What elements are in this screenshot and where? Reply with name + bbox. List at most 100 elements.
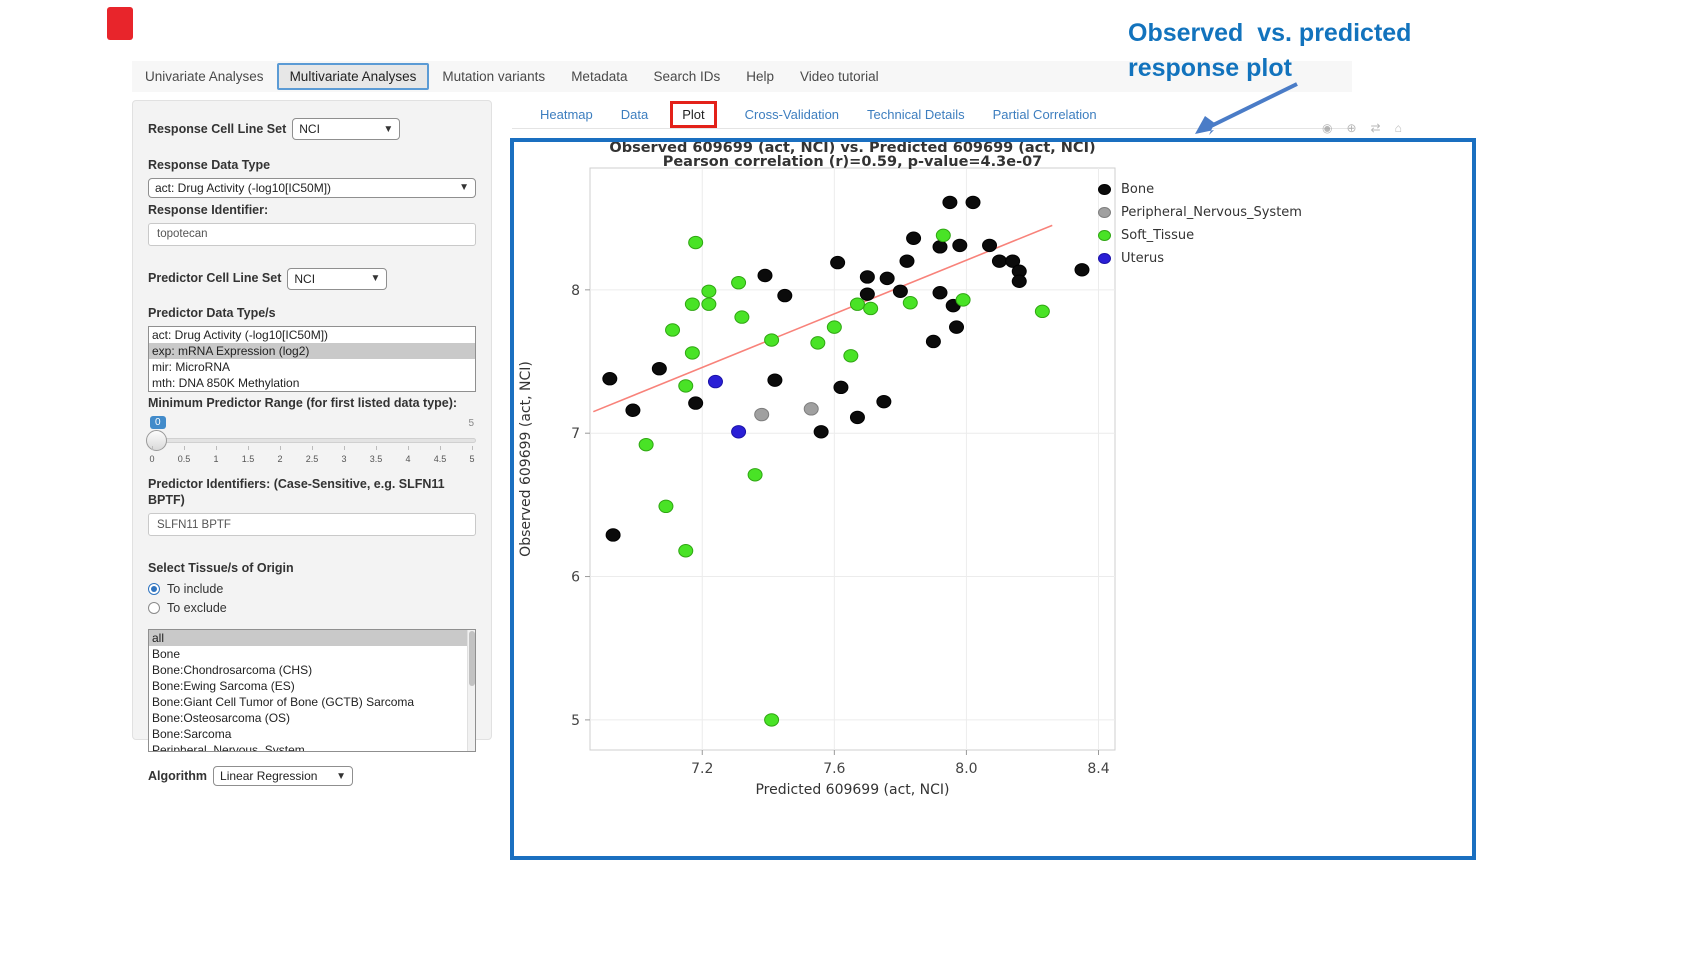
algorithm-select[interactable]: Linear Regression ▼ bbox=[213, 766, 354, 787]
tab-partial-correlation[interactable]: Partial Correlation bbox=[992, 106, 1097, 122]
predictor-identifiers-input[interactable] bbox=[148, 513, 476, 537]
data-point-Soft_Tissue[interactable] bbox=[764, 713, 780, 727]
data-point-Bone[interactable] bbox=[982, 238, 998, 253]
data-point-Peripheral_Nervous_System[interactable] bbox=[803, 402, 819, 416]
data-point-Bone[interactable] bbox=[949, 320, 965, 334]
data-point-Bone[interactable] bbox=[1074, 263, 1090, 277]
list-item[interactable]: Bone:Osteosarcoma (OS) bbox=[152, 711, 291, 726]
data-point-Bone[interactable] bbox=[892, 284, 908, 298]
list-item[interactable]: Peripheral_Nervous_System bbox=[152, 743, 305, 753]
data-point-Soft_Tissue[interactable] bbox=[684, 346, 700, 360]
data-point-Soft_Tissue[interactable] bbox=[747, 468, 763, 482]
data-point-Bone[interactable] bbox=[932, 240, 948, 254]
tab-technical-details[interactable]: Technical Details bbox=[867, 106, 965, 122]
data-point-Soft_Tissue[interactable] bbox=[701, 297, 717, 311]
legend-item-Bone[interactable]: Bone bbox=[1098, 182, 1302, 197]
tissue-exclude-radio[interactable]: To exclude bbox=[148, 601, 476, 615]
camera-icon[interactable]: ◉ bbox=[1322, 121, 1333, 135]
list-item[interactable]: act: Drug Activity (-log10[IC50M]) bbox=[152, 327, 329, 342]
data-point-Soft_Tissue[interactable] bbox=[678, 379, 694, 393]
nav-univariate-analyses[interactable]: Univariate Analyses bbox=[145, 69, 264, 84]
data-point-Bone[interactable] bbox=[605, 528, 621, 542]
data-point-Bone[interactable] bbox=[899, 254, 915, 268]
data-point-Soft_Tissue[interactable] bbox=[764, 333, 780, 347]
data-point-Soft_Tissue[interactable] bbox=[701, 284, 717, 298]
data-point-Soft_Tissue[interactable] bbox=[826, 320, 842, 334]
list-item[interactable]: mth: DNA 850K Methylation bbox=[152, 375, 300, 390]
data-point-Soft_Tissue[interactable] bbox=[684, 297, 700, 311]
data-point-Bone[interactable] bbox=[1005, 254, 1021, 268]
data-point-Bone[interactable] bbox=[833, 380, 849, 395]
response-identifier-input[interactable] bbox=[148, 222, 476, 246]
data-point-Bone[interactable] bbox=[777, 288, 793, 303]
data-point-Bone[interactable] bbox=[879, 271, 895, 286]
tab-data[interactable]: Data bbox=[620, 106, 649, 122]
nav-search-ids[interactable]: Search IDs bbox=[653, 69, 721, 84]
data-point-Uterus[interactable] bbox=[731, 425, 747, 439]
data-point-Bone[interactable] bbox=[952, 238, 968, 253]
nav-help[interactable]: Help bbox=[746, 69, 775, 84]
tab-cross-validation[interactable]: Cross-Validation bbox=[744, 106, 840, 122]
data-point-Bone[interactable] bbox=[757, 268, 773, 283]
data-point-Soft_Tissue[interactable] bbox=[843, 349, 859, 363]
nav-multivariate-analyses[interactable]: Multivariate Analyses bbox=[276, 63, 430, 90]
scatter-plot-canvas[interactable]: 7.2 7.6 8.0 8.4 5 6 7 8 Observed 609699 (act, NC… bbox=[512, 142, 1472, 802]
data-point-Bone[interactable] bbox=[932, 286, 948, 300]
data-point-Bone[interactable] bbox=[651, 361, 667, 376]
nav-mutation-variants[interactable]: Mutation variants bbox=[442, 69, 546, 84]
tissue-listbox[interactable]: all Bone Bone:Chondrosarcoma (CHS) Bone:… bbox=[148, 629, 476, 753]
plot-panel[interactable] bbox=[589, 167, 1116, 751]
list-item[interactable]: mir: MicroRNA bbox=[152, 359, 230, 374]
list-item[interactable]: Bone:Sarcoma bbox=[152, 727, 232, 742]
data-point-Soft_Tissue[interactable] bbox=[810, 336, 826, 350]
data-point-Bone[interactable] bbox=[1011, 274, 1027, 288]
data-point-Bone[interactable] bbox=[906, 231, 922, 245]
data-point-Bone[interactable] bbox=[942, 195, 958, 210]
predictor-cell-line-set-select[interactable]: NCI ▼ bbox=[287, 267, 388, 290]
data-point-Soft_Tissue[interactable] bbox=[863, 301, 879, 316]
zoom-icon[interactable]: ⊕ bbox=[1346, 121, 1357, 135]
list-item[interactable]: Bone bbox=[152, 647, 181, 662]
data-point-Soft_Tissue[interactable] bbox=[955, 293, 971, 307]
scrollbar-thumb[interactable] bbox=[469, 631, 475, 686]
nav-video-tutorial[interactable]: Video tutorial bbox=[800, 69, 879, 84]
tissue-include-radio[interactable]: To include bbox=[148, 582, 476, 596]
data-point-Bone[interactable] bbox=[925, 334, 941, 349]
tab-heatmap[interactable]: Heatmap bbox=[540, 106, 593, 122]
response-data-type-select[interactable]: act: Drug Activity (-log10[IC50M]) ▼ bbox=[148, 177, 476, 198]
predictor-data-types-listbox[interactable]: act: Drug Activity (-log10[IC50M]) exp: … bbox=[148, 325, 476, 392]
data-point-Soft_Tissue[interactable] bbox=[849, 297, 865, 311]
data-point-Soft_Tissue[interactable] bbox=[1034, 304, 1050, 319]
data-point-Soft_Tissue[interactable] bbox=[935, 228, 951, 243]
reset-icon[interactable]: ⌂ bbox=[1394, 121, 1402, 135]
data-point-Soft_Tissue[interactable] bbox=[688, 235, 704, 250]
data-point-Soft_Tissue[interactable] bbox=[902, 296, 918, 310]
scrollbar[interactable] bbox=[467, 630, 475, 752]
data-point-Soft_Tissue[interactable] bbox=[638, 437, 654, 452]
legend-item-Soft_Tissue[interactable]: Soft_Tissue bbox=[1098, 228, 1302, 243]
data-point-Bone[interactable] bbox=[859, 287, 875, 301]
response-cell-line-set-select[interactable]: NCI ▼ bbox=[292, 118, 401, 140]
data-point-Bone[interactable] bbox=[859, 270, 875, 284]
data-point-Soft_Tissue[interactable] bbox=[665, 323, 681, 337]
legend-item-Uterus[interactable]: Uterus bbox=[1098, 251, 1302, 266]
data-point-Soft_Tissue[interactable] bbox=[731, 275, 747, 290]
list-item[interactable]: Bone:Giant Cell Tumor of Bone (GCTB) Sar… bbox=[152, 695, 415, 710]
data-point-Bone[interactable] bbox=[688, 396, 704, 410]
slider-handle[interactable] bbox=[146, 429, 167, 451]
data-point-Bone[interactable] bbox=[876, 394, 892, 409]
data-point-Bone[interactable] bbox=[767, 373, 783, 387]
data-point-Bone[interactable] bbox=[991, 254, 1007, 268]
tab-plot[interactable]: Plot bbox=[670, 100, 717, 128]
data-point-Bone[interactable] bbox=[830, 255, 846, 270]
legend-item-Peripheral_Nervous_System[interactable]: Peripheral_Nervous_System bbox=[1098, 205, 1302, 220]
list-item[interactable]: Bone:Ewing Sarcoma (ES) bbox=[152, 679, 295, 694]
data-point-Peripheral_Nervous_System[interactable] bbox=[754, 407, 770, 422]
list-item[interactable]: all bbox=[149, 630, 475, 647]
data-point-Bone[interactable] bbox=[602, 372, 618, 386]
data-point-Bone[interactable] bbox=[849, 410, 865, 425]
data-point-Bone[interactable] bbox=[625, 403, 641, 417]
data-point-Soft_Tissue[interactable] bbox=[678, 544, 694, 558]
slider-track[interactable] bbox=[148, 437, 476, 443]
data-point-Soft_Tissue[interactable] bbox=[658, 499, 674, 514]
